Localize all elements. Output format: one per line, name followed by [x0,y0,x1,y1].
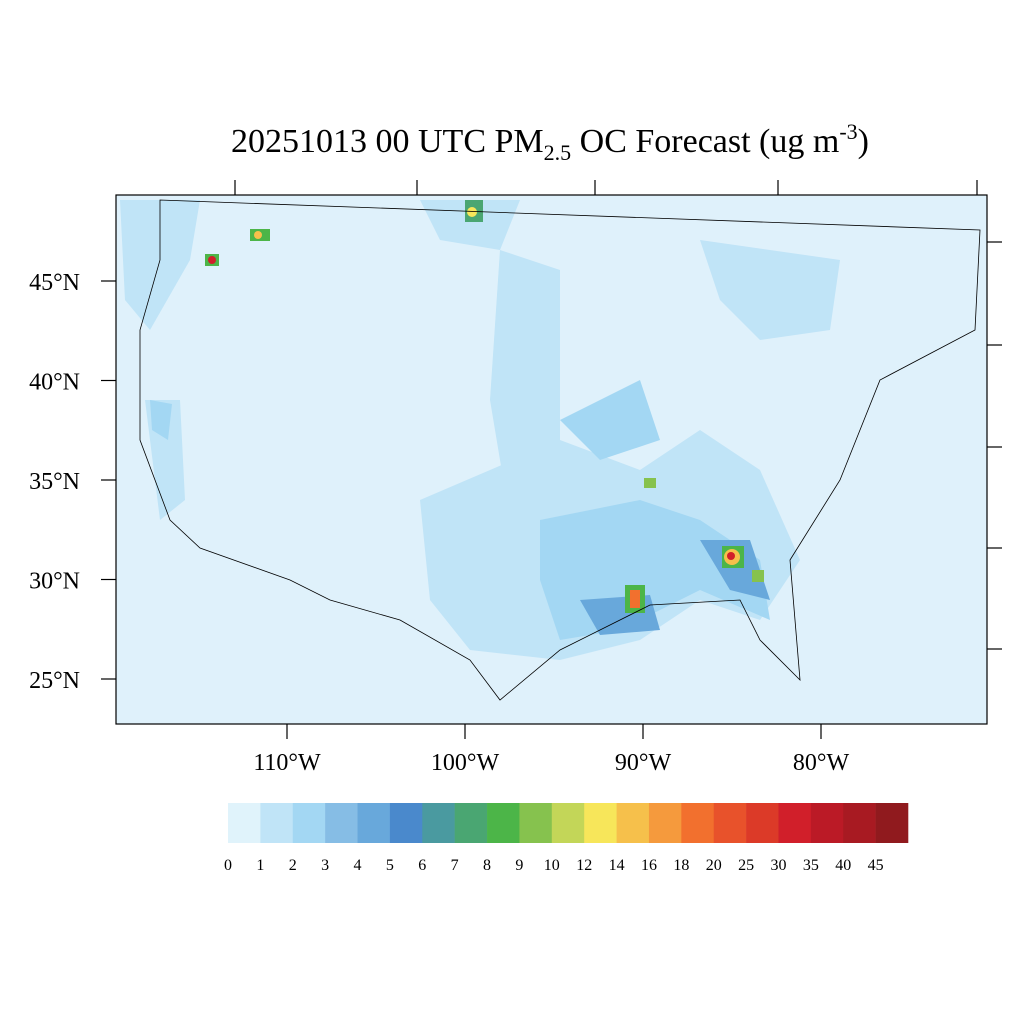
colorbar-label: 35 [803,857,819,874]
title-close: ) [858,123,869,160]
lat-tick-label: 25°N [29,668,80,694]
colorbar-label: 12 [576,857,592,874]
colorbar-box [228,803,261,843]
coastline [139,199,981,701]
colorbar-label: 18 [673,857,689,874]
title-rest: OC Forecast (ug m [580,123,840,160]
colorbar-box [325,803,358,843]
title: 20251013 00 UTC PM2.5 OC Forecast (ug m-… [231,119,869,168]
lon-tick-label: 110°W [253,750,321,776]
colorbar-box [551,803,585,843]
colorbar-label: 6 [418,857,426,874]
colorbar-label: 16 [641,857,657,874]
colorbar-box [843,803,876,843]
colorbar-label: 8 [483,857,491,874]
colorbar-label: 10 [544,857,560,874]
colorbar-box [519,803,553,843]
colorbar-label: 5 [386,857,394,874]
colorbar-box [778,803,812,843]
colorbar-box [389,803,423,843]
colorbar-box [875,803,909,843]
projection-ticks [234,180,1002,650]
map-frame [115,194,988,725]
lat-tick-label: 40°N [29,370,80,396]
colorbar-label: 4 [354,857,362,874]
colorbar-label: 3 [321,857,329,874]
colorbar-box [357,803,391,843]
lon-tick-label: 90°W [615,750,672,776]
colorbar-box [681,803,715,843]
title-species: PM [495,123,544,160]
lon-tick-label: 100°W [431,750,500,776]
colorbar-box [454,803,488,843]
map-panel [115,180,1002,725]
colorbar-label: 40 [835,857,851,874]
colorbar-label: 7 [451,857,459,874]
title-superscript: -3 [839,119,857,144]
colorbar-label: 1 [256,857,264,874]
colorbar-label: 9 [515,857,523,874]
colorbar-label: 14 [609,857,625,874]
title-subscript: 2.5 [544,140,572,165]
colorbar-label: 2 [289,857,297,874]
lat-tick-label: 45°N [29,270,80,296]
colorbar-label: 30 [770,857,786,874]
colorbar-label: 45 [868,857,884,874]
colorbar-label: 0 [224,857,232,874]
colorbar-box [260,803,294,843]
colorbar-label: 25 [738,857,754,874]
colorbar-box [292,803,326,843]
colorbar-box [648,803,682,843]
colorbar-box [713,803,747,843]
lat-tick-label: 35°N [29,469,80,495]
title-date: 20251013 [231,123,367,160]
colorbar-box [584,803,617,843]
colorbar-box [616,803,650,843]
lon-tick-label: 80°W [793,750,850,776]
colorbar-box [810,803,844,843]
title-hour: 00 UTC [376,123,487,160]
colorbar-box [422,803,455,843]
lat-tick-label: 30°N [29,569,80,595]
colorbar-box [746,803,779,843]
colorbar-box [487,803,520,843]
colorbar-label: 20 [706,857,722,874]
hotspots [205,200,764,613]
